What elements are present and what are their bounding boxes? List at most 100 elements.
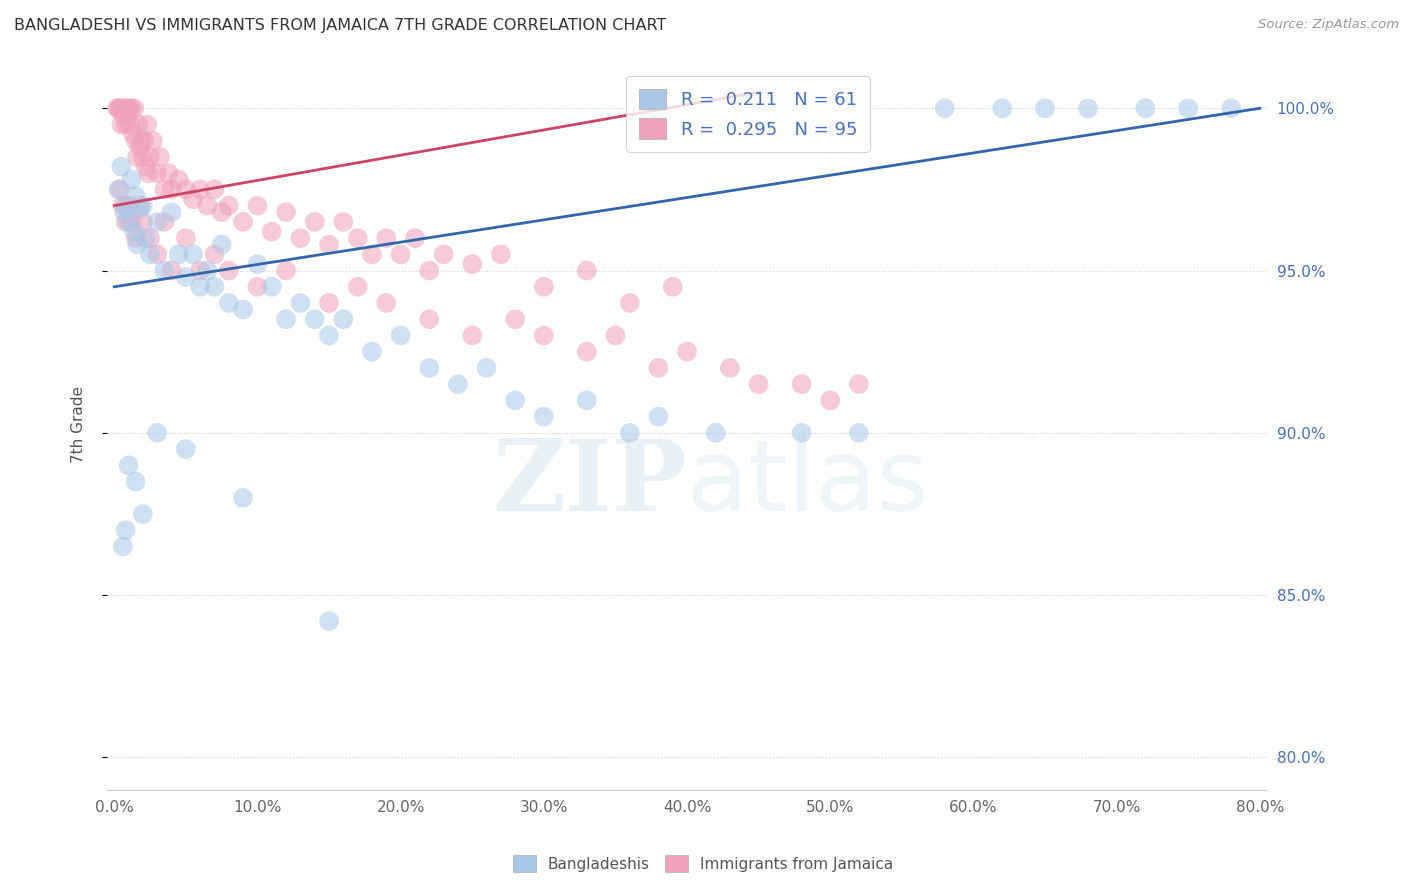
Point [361, 344, 384, 359]
Point [129, 140, 152, 154]
Point [153, 215, 176, 229]
Point [1077, 101, 1099, 115]
Point [134, 134, 156, 148]
Point [174, 182, 197, 196]
Point [128, 118, 150, 132]
Point [146, 215, 169, 229]
Point [246, 257, 269, 271]
Point [389, 247, 412, 261]
Point [111, 108, 134, 122]
Point [132, 199, 155, 213]
Point [575, 393, 598, 408]
Point [195, 263, 218, 277]
Point [136, 118, 159, 132]
Point [991, 101, 1014, 115]
Point [647, 409, 669, 424]
Point [204, 182, 226, 196]
Point [112, 205, 135, 219]
Point [1033, 101, 1056, 115]
Point [290, 231, 312, 245]
Point [181, 247, 204, 261]
Point [274, 263, 297, 277]
Point [232, 302, 254, 317]
Point [117, 458, 139, 473]
Point [139, 150, 162, 164]
Point [114, 199, 136, 213]
Point [115, 101, 138, 115]
Point [661, 280, 683, 294]
Point [790, 377, 813, 392]
Point [318, 296, 340, 310]
Point [346, 280, 368, 294]
Point [575, 344, 598, 359]
Point [274, 312, 297, 326]
Point [1220, 101, 1243, 115]
Point [290, 296, 312, 310]
Point [211, 205, 233, 219]
Point [125, 134, 148, 148]
Point [418, 360, 440, 375]
Point [619, 425, 641, 440]
Point [120, 172, 142, 186]
Point [361, 247, 384, 261]
Point [533, 328, 555, 343]
Point [704, 425, 727, 440]
Point [848, 425, 870, 440]
Text: Source: ZipAtlas.com: Source: ZipAtlas.com [1258, 18, 1399, 31]
Point [204, 280, 226, 294]
Point [117, 101, 139, 115]
Point [153, 182, 176, 196]
Point [418, 312, 440, 326]
Point [575, 263, 598, 277]
Point [533, 280, 555, 294]
Point [718, 360, 741, 375]
Point [117, 199, 139, 213]
Point [489, 247, 512, 261]
Point [204, 247, 226, 261]
Point [110, 118, 132, 132]
Point [127, 150, 149, 164]
Point [121, 128, 143, 142]
Legend: R =  0.211   N = 61, R =  0.295   N = 95: R = 0.211 N = 61, R = 0.295 N = 95 [627, 76, 870, 152]
Point [318, 237, 340, 252]
Point [174, 231, 197, 245]
Point [375, 231, 398, 245]
Point [139, 247, 162, 261]
Point [418, 263, 440, 277]
Point [619, 296, 641, 310]
Point [167, 247, 190, 261]
Point [135, 231, 157, 245]
Point [174, 270, 197, 285]
Point [318, 614, 340, 628]
Point [117, 215, 139, 229]
Point [124, 101, 146, 115]
Point [503, 312, 526, 326]
Point [117, 108, 139, 122]
Point [274, 205, 297, 219]
Point [125, 189, 148, 203]
Point [211, 237, 233, 252]
Point [375, 296, 398, 310]
Point [118, 118, 141, 132]
Point [790, 425, 813, 440]
Point [605, 328, 627, 343]
Point [138, 166, 160, 180]
Point [533, 409, 555, 424]
Text: ZIP: ZIP [492, 434, 688, 532]
Point [260, 280, 283, 294]
Point [167, 172, 190, 186]
Point [232, 215, 254, 229]
Point [647, 360, 669, 375]
Point [246, 199, 269, 213]
Point [748, 377, 770, 392]
Point [934, 101, 956, 115]
Point [107, 101, 129, 115]
Point [149, 150, 172, 164]
Point [125, 231, 148, 245]
Point [848, 377, 870, 392]
Point [174, 442, 197, 456]
Point [110, 101, 132, 115]
Point [332, 312, 354, 326]
Point [260, 225, 283, 239]
Point [132, 215, 155, 229]
